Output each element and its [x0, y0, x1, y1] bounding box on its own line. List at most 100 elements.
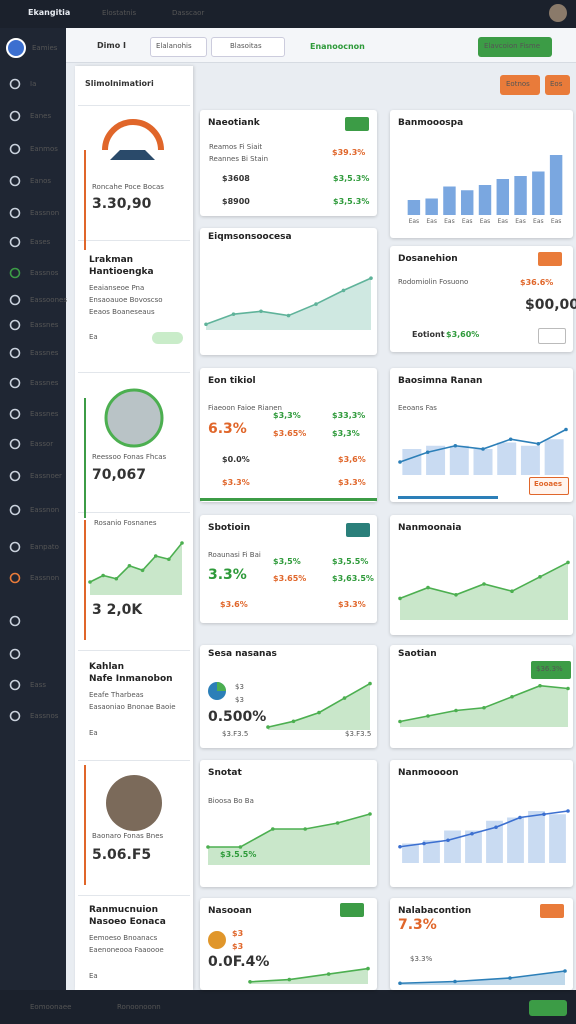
button[interactable]: [545, 75, 570, 95]
card-text: $3.3%: [222, 478, 250, 487]
nav-item: Eanes: [30, 112, 52, 120]
card-title: Dosanehion: [398, 254, 458, 264]
card-text: $3,5.3%: [333, 174, 370, 183]
card-text: $3,5%: [273, 557, 301, 566]
footer-text: Eomoonaee: [30, 1003, 72, 1011]
filter-input[interactable]: [211, 37, 285, 57]
progress: [398, 496, 498, 499]
card-text: $3.F3.5: [222, 730, 249, 738]
card-text: $3,3%: [273, 411, 301, 420]
nav-item: Eassnos: [30, 269, 59, 277]
card-text: $3: [235, 696, 244, 704]
card-text: Bioosa Bo Ba: [208, 797, 254, 805]
nav-item: Eassnes: [30, 379, 59, 387]
button[interactable]: [500, 75, 540, 95]
badge: [538, 252, 562, 266]
card: [200, 368, 377, 502]
card-text: $3,6%: [338, 455, 366, 464]
accent-bar: [84, 765, 86, 885]
card-text: 0.0F.4%: [208, 954, 270, 970]
tag: Ea: [89, 972, 98, 980]
card-text: $3,3%: [332, 429, 360, 438]
accent-bar: [84, 150, 86, 250]
card-text: 7.3%: [398, 917, 437, 933]
card-text: $3.6%: [220, 600, 248, 609]
button-text: Eotnos: [506, 80, 530, 88]
card-title: Nanmoooon: [398, 768, 459, 778]
footer-bar: [0, 990, 576, 1024]
nav-item: Eassor: [30, 440, 54, 448]
panel-title: Slimolnimatiori: [85, 79, 154, 88]
card-text: $3.3%: [338, 478, 366, 487]
tab: Elostatnis: [102, 9, 137, 17]
card-text: $0.0%: [222, 455, 250, 464]
card: [390, 110, 573, 238]
detail: Eeaianseoe Pna: [89, 284, 145, 292]
nav-item: Eassnon: [30, 209, 60, 217]
card-title: Eon tikiol: [208, 376, 256, 386]
action-button[interactable]: [478, 37, 552, 57]
nav-item: Eanmos: [30, 145, 58, 153]
tag: Ea: [89, 333, 98, 341]
card-text: $36.3%: [536, 665, 563, 673]
card-text: $39.3%: [332, 148, 366, 157]
filter-text: Blasoitas: [230, 42, 262, 50]
panel-card-divider: [78, 895, 190, 896]
top-bar: [0, 0, 576, 28]
card-title: Eiqmsonsoocesa: [208, 232, 292, 242]
panel-card-divider: [78, 105, 190, 106]
card-title: Nasooan: [208, 906, 252, 916]
nav-item: Eassnes: [30, 349, 59, 357]
card-text: $3.3%: [410, 955, 433, 963]
outline-button[interactable]: [529, 477, 569, 495]
card: [390, 515, 573, 635]
card-text: 6.3%: [208, 421, 247, 437]
card-text: $3,63.5%: [332, 574, 374, 583]
card-text: $3608: [222, 174, 250, 183]
card-text: Rodomiolin Fosuono: [398, 278, 469, 286]
card-text: Reamos Fi Siait: [209, 143, 263, 151]
detail: Easaoniao Bnonae Baoie: [89, 703, 176, 711]
footer-text: Ronoonoonn: [117, 1003, 161, 1011]
detail: Eemoeso Bnoanacs: [89, 934, 158, 942]
card-title: Nalabacontion: [398, 906, 472, 916]
tab: Dasscaor: [172, 9, 205, 17]
card: [390, 760, 573, 887]
search-input[interactable]: [150, 37, 207, 57]
card: [200, 228, 377, 355]
nav-item: Eassnoer: [30, 472, 62, 480]
card-title: Snotat: [208, 768, 242, 778]
card-title: Saotian: [398, 649, 437, 659]
footer-button[interactable]: [529, 1000, 567, 1016]
nav-item: Eass: [30, 681, 47, 689]
user-name: Eamies: [32, 44, 58, 52]
name: Kahlan: [89, 662, 125, 672]
caption: Reessoo Fonas Fhcas: [92, 453, 167, 461]
nav-item: Eassnes: [30, 321, 59, 329]
card-text: $3.3%: [338, 600, 366, 609]
card-text: Eotiont: [412, 330, 445, 339]
caption: Baonaro Fonas Bnes: [92, 832, 164, 840]
panel-card-divider: [78, 240, 190, 241]
panel-card-divider: [78, 512, 190, 513]
name: Lrakman: [89, 255, 134, 265]
brand: Ekangitia: [28, 8, 71, 17]
value: 3.30,90: [92, 196, 152, 212]
card-text: $3: [235, 683, 244, 691]
small-button[interactable]: [538, 328, 566, 344]
role: Nasoeo Eonaca: [89, 917, 166, 927]
card-text: $8900: [222, 197, 250, 206]
caption: Rosanio Fosnanes: [94, 519, 157, 527]
side-panel: [75, 66, 193, 990]
nav-item: Eases: [30, 238, 51, 246]
name: Ranmucnuion: [89, 905, 159, 915]
badge: [345, 117, 369, 131]
card-text: Roaunasi Fi Bai: [208, 551, 261, 559]
card-text: $3.65%: [273, 429, 307, 438]
card-text: $3: [232, 929, 244, 938]
nav-item: Ia: [30, 80, 37, 88]
card-title: Nanmoonaia: [398, 523, 462, 533]
card-title: Naeotiank: [208, 118, 260, 128]
card-text: $00,00: [525, 297, 576, 313]
